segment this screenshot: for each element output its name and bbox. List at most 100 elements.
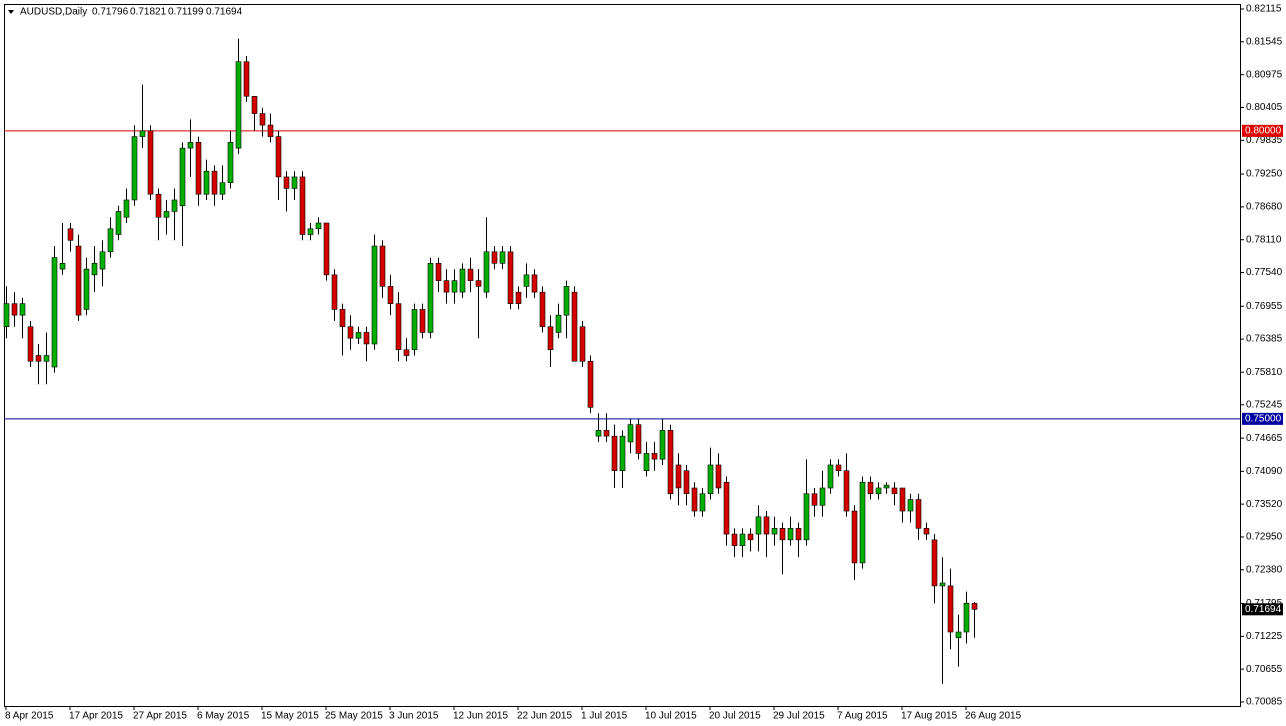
candle-body	[427, 263, 434, 333]
candle-body	[531, 274, 538, 293]
x-tick-label: 10 Jul 2015	[645, 711, 697, 722]
candle-body	[43, 355, 50, 362]
candle-body	[739, 533, 746, 546]
candle-body	[523, 274, 530, 287]
symbol-title: AUDUSD,Daily	[20, 7, 87, 18]
candle-body	[707, 464, 714, 495]
candle-body	[563, 286, 570, 316]
candle-body	[963, 602, 970, 633]
x-tick-label: 6 May 2015	[197, 711, 250, 722]
candle-body	[107, 228, 114, 253]
x-tick-label: 25 May 2015	[325, 711, 383, 722]
candle-body	[547, 326, 554, 351]
candle-body	[811, 493, 818, 506]
header-value: 0.71796	[92, 7, 129, 18]
candle-body	[747, 533, 754, 541]
candle-body	[755, 516, 762, 535]
x-tick-label: 1 Jul 2015	[581, 711, 628, 722]
candle-body	[659, 430, 666, 460]
candle-body	[51, 257, 58, 368]
y-tick-label: 0.79835	[1246, 135, 1283, 146]
y-tick-label: 0.80405	[1246, 102, 1283, 113]
candle-body	[651, 453, 658, 460]
y-tick-label: 0.70085	[1246, 697, 1283, 708]
candle-body	[91, 263, 98, 276]
candle-body	[267, 124, 274, 137]
x-tick-label: 22 Jun 2015	[517, 711, 572, 722]
candle-body	[19, 303, 26, 316]
candle-body	[283, 176, 290, 189]
level-label-box	[1242, 412, 1283, 425]
candle-body	[11, 303, 18, 316]
candle-body	[539, 291, 546, 327]
candle-body	[171, 199, 178, 212]
header-value: 0.71821	[130, 7, 167, 18]
menu-arrow[interactable]	[8, 10, 14, 14]
candle-body	[923, 528, 930, 535]
candle-body	[451, 280, 458, 293]
candle-body	[875, 487, 882, 495]
plot-frame	[4, 4, 1241, 707]
candle-body	[787, 528, 794, 541]
candle-body	[955, 631, 962, 639]
candle-body	[931, 539, 938, 587]
candle-body	[187, 142, 194, 149]
candle-body	[699, 493, 706, 512]
candle-body	[419, 309, 426, 333]
y-tick-label: 0.73520	[1246, 499, 1283, 510]
candle-body	[35, 355, 42, 362]
candle-body	[3, 303, 10, 327]
candle-body	[379, 245, 386, 287]
candle-body	[611, 435, 618, 472]
candle-body	[67, 228, 74, 241]
candle-body	[571, 291, 578, 362]
level-label-box	[1242, 124, 1283, 137]
candle-body	[403, 349, 410, 356]
candle-body	[59, 263, 66, 270]
candle-body	[835, 464, 842, 472]
candle-body	[131, 136, 138, 201]
candle-body	[939, 582, 946, 587]
header-value: 0.71199	[168, 7, 204, 18]
candle-body	[219, 182, 226, 195]
x-tick-label: 7 Aug 2015	[837, 711, 888, 722]
candle-body	[475, 280, 482, 287]
candle-body	[947, 585, 954, 633]
candle-body	[675, 464, 682, 489]
candle-body	[915, 499, 922, 529]
candle-body	[227, 142, 234, 183]
y-tick-label: 0.74090	[1246, 466, 1283, 477]
candle-body	[843, 470, 850, 512]
y-tick-label: 0.75245	[1246, 399, 1283, 410]
y-tick-label: 0.76955	[1246, 301, 1283, 312]
current-price-label: 0.71694	[1245, 604, 1282, 615]
candle-body	[691, 487, 698, 512]
candle-body	[627, 424, 634, 443]
y-tick-label: 0.76385	[1246, 334, 1283, 345]
x-tick-label: 8 Apr 2015	[5, 711, 54, 722]
candle-body	[75, 245, 82, 316]
candle-body	[443, 280, 450, 293]
candle-body	[723, 481, 730, 535]
candle-body	[363, 332, 370, 345]
candle-body	[435, 263, 442, 281]
candle-body	[347, 326, 354, 339]
level-label: 0.75000	[1245, 414, 1282, 425]
candle-body	[771, 528, 778, 535]
candle-body	[259, 113, 266, 126]
candle-body	[779, 528, 786, 541]
x-tick-label: 29 Jul 2015	[773, 711, 825, 722]
candle-body	[371, 245, 378, 345]
y-tick-label: 0.72380	[1246, 564, 1283, 575]
candle-body	[99, 251, 106, 270]
candle-body	[579, 326, 586, 362]
candle-body	[803, 493, 810, 541]
candle-body	[179, 147, 186, 207]
y-tick-label: 0.78680	[1246, 202, 1283, 213]
candle-body	[491, 251, 498, 264]
candle-body	[395, 303, 402, 351]
candle-body	[851, 510, 858, 564]
candle-body	[763, 516, 770, 535]
